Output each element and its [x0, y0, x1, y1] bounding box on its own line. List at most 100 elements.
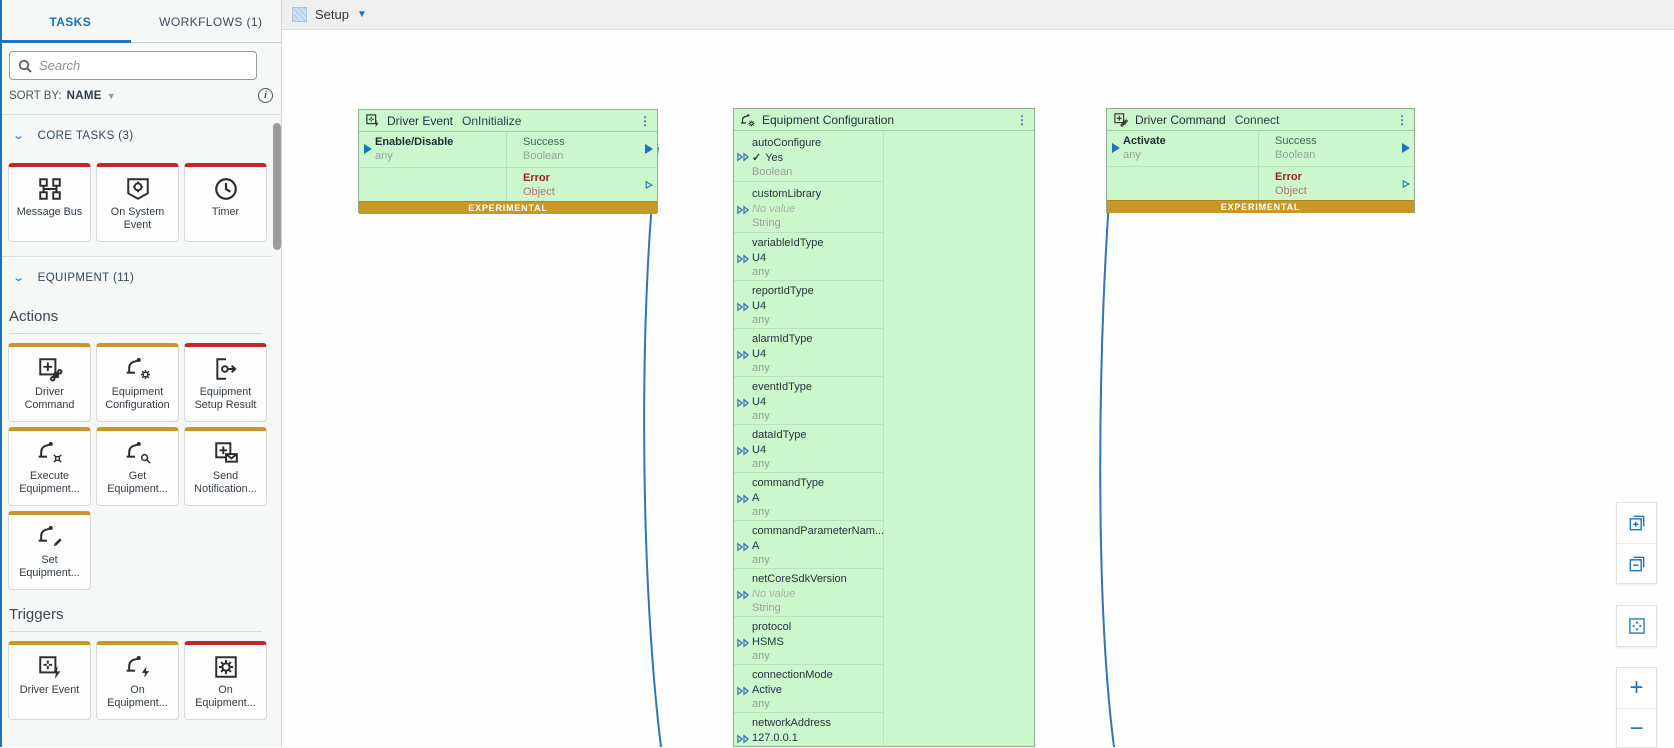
error-label: Error [523, 172, 550, 184]
fit-to-view-button[interactable] [1617, 606, 1656, 646]
param-port-icon[interactable] [737, 350, 750, 360]
tab-workflows[interactable]: WORKFLOWS (1) [159, 14, 263, 29]
param-name: eventIdType [752, 381, 812, 393]
expand-all-button[interactable] [1617, 503, 1656, 543]
node-equipment-configuration[interactable]: Equipment Configuration ⋮ autoConfigure … [733, 108, 1035, 747]
task-card-execute-equipment[interactable]: Execute Equipment... [8, 427, 91, 506]
success-port-icon[interactable] [1401, 142, 1411, 154]
section-core-tasks[interactable]: ⌄ CORE TASKS (3) [0, 115, 272, 154]
zoom-in-button[interactable]: + [1617, 668, 1656, 708]
column-divider [883, 131, 884, 746]
param-row-reportIdType[interactable]: reportIdType U4 any [734, 281, 883, 329]
sidebar-scrollbar-thumb[interactable] [273, 123, 281, 250]
node-header[interactable]: Equipment Configuration ⋮ [734, 109, 1034, 131]
task-card-label: Execute Equipment... [19, 470, 80, 495]
param-port-icon[interactable] [737, 446, 750, 456]
param-type: any [752, 650, 770, 662]
node-input-cell[interactable]: Activate any [1107, 131, 1259, 166]
zoom-out-button[interactable]: − [1617, 708, 1656, 747]
task-card-label: Send Notification... [194, 470, 257, 495]
param-port-icon[interactable] [737, 686, 750, 696]
sort-by-value[interactable]: NAME [66, 89, 102, 102]
task-card-equipment-setup-result[interactable]: Equipment Setup Result [184, 343, 267, 422]
task-card-get-equipment[interactable]: Get Equipment... [96, 427, 179, 506]
node-menu-icon[interactable]: ⋮ [639, 113, 651, 128]
param-row-connectionMode[interactable]: connectionMode Active any [734, 665, 883, 713]
sort-row: SORT BY: NAME ▼ i [9, 88, 273, 103]
node-header[interactable]: Driver Event OnInitialize ⋮ [359, 110, 657, 132]
param-name: protocol [752, 621, 792, 633]
task-card-equipment-configuration[interactable]: Equipment Configuration [96, 343, 179, 422]
node-input-cell[interactable]: Enable/Disable any [359, 132, 507, 167]
input-type: any [1123, 149, 1141, 161]
param-port-icon[interactable] [737, 542, 750, 552]
section-equipment[interactable]: ⌄ EQUIPMENT (11) [0, 257, 272, 296]
task-card-on-equipment-event[interactable]: On Equipment... [96, 641, 179, 720]
param-row-protocol[interactable]: protocol HSMS any [734, 617, 883, 665]
node-menu-icon[interactable]: ⋮ [1396, 112, 1408, 127]
input-port-icon[interactable] [1111, 142, 1121, 154]
node-menu-icon[interactable]: ⋮ [1016, 112, 1028, 127]
param-name: commandParameterNam... [752, 525, 885, 537]
param-row-commandParameterNames[interactable]: commandParameterNam... A any [734, 521, 885, 569]
param-row-customLibrary[interactable]: customLibrary No value String [734, 182, 883, 233]
search-box [9, 51, 257, 80]
task-card-label: Set Equipment... [19, 554, 80, 579]
param-port-icon[interactable] [737, 254, 750, 264]
task-card-message-bus[interactable]: Message Bus [8, 163, 91, 242]
equipment-configuration-icon [740, 113, 755, 127]
param-value: U4 [752, 251, 767, 264]
param-type: String [752, 217, 781, 229]
search-input[interactable] [39, 58, 248, 73]
node-title: Equipment Configuration [762, 112, 895, 127]
node-driver-command[interactable]: Driver Command Connect ⋮ Activate any Su… [1106, 108, 1415, 213]
task-card-timer[interactable]: Timer [184, 163, 267, 242]
task-card-label: On System Event [110, 206, 165, 231]
param-type: any [752, 554, 770, 566]
error-port-icon[interactable] [1402, 179, 1410, 189]
node-error-cell[interactable]: Error Object [507, 167, 657, 201]
param-port-icon[interactable] [737, 638, 750, 648]
task-card-on-system-event[interactable]: On System Event [96, 163, 179, 242]
node-subtitle: OnInitialize [462, 113, 522, 128]
param-row-eventIdType[interactable]: eventIdType U4 any [734, 377, 883, 425]
node-driver-event[interactable]: Driver Event OnInitialize ⋮ Enable/Disab… [358, 109, 658, 214]
param-row-netCoreSdkVersion[interactable]: netCoreSdkVersion No value String [734, 569, 883, 617]
tab-active-indicator [0, 40, 131, 43]
param-port-icon[interactable] [737, 494, 750, 504]
node-param-body: autoConfigure ✓ Yes Boolean customLibrary… [734, 131, 1034, 746]
input-port-icon[interactable] [363, 143, 373, 155]
param-port-icon[interactable] [737, 205, 750, 215]
node-output-cell[interactable]: Success Boolean [1259, 131, 1414, 166]
sort-caret-icon[interactable]: ▼ [106, 90, 116, 101]
param-port-icon[interactable] [737, 302, 750, 312]
task-card-driver-command[interactable]: Driver Command [8, 343, 91, 422]
task-card-driver-event[interactable]: Driver Event [8, 641, 91, 720]
error-port-icon[interactable] [645, 180, 653, 190]
tab-tasks[interactable]: TASKS [49, 14, 92, 29]
param-port-icon[interactable] [737, 734, 750, 744]
param-row-networkAddress[interactable]: networkAddress 127.0.0.1 any [734, 713, 883, 746]
triggers-divider [9, 631, 262, 632]
param-row-commandType[interactable]: commandType A any [734, 473, 883, 521]
workflow-caret-icon[interactable]: ▼ [356, 9, 367, 20]
node-error-cell[interactable]: Error Object [1259, 166, 1414, 200]
info-icon[interactable]: i [258, 88, 273, 103]
param-port-icon[interactable] [737, 398, 750, 408]
param-port-icon[interactable] [737, 152, 750, 162]
on-equipment-gear-icon [213, 654, 239, 680]
task-card-send-notification[interactable]: Send Notification... [184, 427, 267, 506]
node-output-cell[interactable]: Success Boolean [507, 132, 657, 167]
param-row-alarmIdType[interactable]: alarmIdType U4 any [734, 329, 883, 377]
param-name: reportIdType [752, 285, 814, 297]
task-card-set-equipment[interactable]: Set Equipment... [8, 511, 91, 590]
node-header[interactable]: Driver Command Connect ⋮ [1107, 109, 1414, 131]
task-card-on-equipment-gear[interactable]: On Equipment... [184, 641, 267, 720]
workflow-icon [292, 7, 307, 22]
param-row-dataIdType[interactable]: dataIdType U4 any [734, 425, 883, 473]
param-port-icon[interactable] [737, 590, 750, 600]
collapse-all-button[interactable] [1617, 543, 1656, 583]
param-row-variableIdType[interactable]: variableIdType U4 any [734, 233, 883, 281]
param-row-autoConfigure[interactable]: autoConfigure ✓ Yes Boolean [734, 131, 883, 182]
success-port-icon[interactable] [644, 143, 654, 155]
